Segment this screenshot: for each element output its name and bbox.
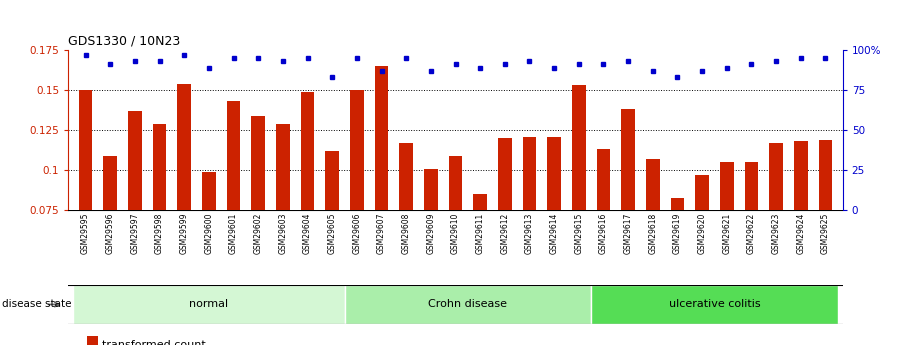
Text: GSM29598: GSM29598 bbox=[155, 213, 164, 254]
Text: GSM29621: GSM29621 bbox=[722, 213, 732, 254]
Bar bbox=[79, 90, 92, 331]
Text: GSM29624: GSM29624 bbox=[796, 213, 805, 254]
Text: GSM29607: GSM29607 bbox=[377, 213, 386, 254]
Bar bbox=[227, 101, 241, 331]
Bar bbox=[449, 156, 462, 331]
Text: disease state: disease state bbox=[2, 299, 71, 309]
Text: GSM29613: GSM29613 bbox=[525, 213, 534, 254]
Text: GSM29617: GSM29617 bbox=[624, 213, 632, 254]
Bar bbox=[720, 162, 733, 331]
Text: Crohn disease: Crohn disease bbox=[428, 299, 507, 309]
Bar bbox=[548, 137, 561, 331]
Bar bbox=[646, 159, 660, 331]
Text: GSM29610: GSM29610 bbox=[451, 213, 460, 254]
Bar bbox=[498, 138, 512, 331]
Bar bbox=[474, 194, 487, 331]
Text: GSM29600: GSM29600 bbox=[204, 213, 213, 254]
Text: GSM29623: GSM29623 bbox=[772, 213, 781, 254]
Bar bbox=[301, 92, 314, 331]
Bar bbox=[350, 90, 363, 331]
Text: GSM29595: GSM29595 bbox=[81, 213, 90, 254]
Text: GSM29618: GSM29618 bbox=[649, 213, 658, 254]
Bar bbox=[153, 124, 167, 331]
Text: GSM29606: GSM29606 bbox=[353, 213, 362, 254]
Bar bbox=[374, 66, 388, 331]
Bar bbox=[128, 111, 142, 331]
Bar bbox=[591, 285, 838, 324]
Bar bbox=[819, 140, 832, 331]
Text: ulcerative colitis: ulcerative colitis bbox=[669, 299, 761, 309]
Bar bbox=[178, 84, 191, 331]
Text: GSM29596: GSM29596 bbox=[106, 213, 115, 254]
Text: GSM29603: GSM29603 bbox=[279, 213, 287, 254]
Bar bbox=[251, 116, 265, 331]
Text: GDS1330 / 10N23: GDS1330 / 10N23 bbox=[68, 34, 180, 48]
Bar bbox=[572, 85, 586, 331]
Bar bbox=[87, 336, 98, 345]
Bar bbox=[744, 162, 758, 331]
Text: GSM29614: GSM29614 bbox=[549, 213, 558, 254]
Bar bbox=[670, 198, 684, 331]
Bar bbox=[424, 169, 437, 331]
Bar bbox=[597, 149, 610, 331]
Bar bbox=[695, 175, 709, 331]
Text: GSM29616: GSM29616 bbox=[599, 213, 608, 254]
Text: GSM29604: GSM29604 bbox=[303, 213, 312, 254]
Text: GSM29611: GSM29611 bbox=[476, 213, 485, 254]
Bar bbox=[794, 141, 807, 331]
Text: GSM29622: GSM29622 bbox=[747, 213, 756, 254]
Text: GSM29619: GSM29619 bbox=[673, 213, 682, 254]
Bar bbox=[621, 109, 635, 331]
Text: GSM29599: GSM29599 bbox=[179, 213, 189, 254]
Text: GSM29615: GSM29615 bbox=[574, 213, 583, 254]
Text: GSM29602: GSM29602 bbox=[253, 213, 262, 254]
Text: GSM29612: GSM29612 bbox=[500, 213, 509, 254]
Bar bbox=[202, 172, 216, 331]
Text: transformed count: transformed count bbox=[102, 340, 206, 345]
Bar bbox=[104, 156, 117, 331]
Bar bbox=[325, 151, 339, 331]
Bar bbox=[73, 285, 344, 324]
Bar bbox=[769, 143, 783, 331]
Text: normal: normal bbox=[189, 299, 229, 309]
Text: GSM29608: GSM29608 bbox=[402, 213, 411, 254]
Text: GSM29601: GSM29601 bbox=[229, 213, 238, 254]
Bar bbox=[344, 285, 591, 324]
Text: GSM29620: GSM29620 bbox=[698, 213, 707, 254]
Text: GSM29609: GSM29609 bbox=[426, 213, 435, 254]
Bar bbox=[399, 143, 413, 331]
Text: GSM29597: GSM29597 bbox=[130, 213, 139, 254]
Text: GSM29625: GSM29625 bbox=[821, 213, 830, 254]
Bar bbox=[276, 124, 290, 331]
Bar bbox=[523, 137, 537, 331]
Text: GSM29605: GSM29605 bbox=[328, 213, 337, 254]
